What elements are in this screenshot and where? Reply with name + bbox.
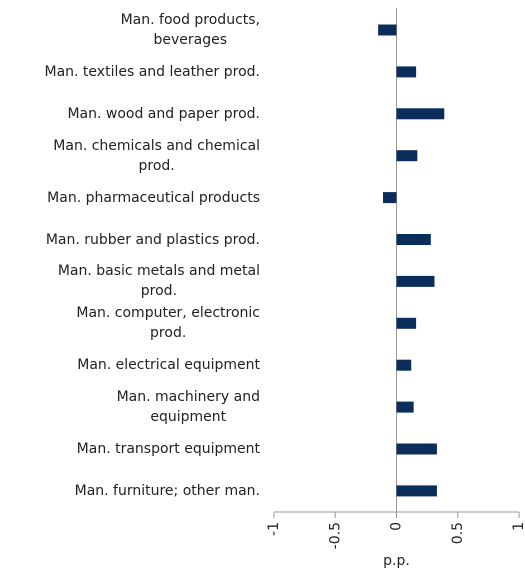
- x-tick-label: -1: [266, 522, 282, 536]
- x-tick-label: -0.5: [327, 522, 343, 549]
- y-tick-label: Man. food products, beverages: [120, 12, 260, 48]
- bar: [396, 150, 418, 162]
- y-tick-label: Man. transport equipment: [76, 441, 260, 457]
- x-tick-label: 0.5: [450, 522, 466, 544]
- bar: [383, 192, 397, 204]
- y-tick-label: Man. pharmaceutical products: [47, 189, 260, 206]
- category-label-box: Man. basic metals and metal prod.: [0, 261, 260, 301]
- category-label-box: Man. chemicals and chemical prod.: [0, 136, 260, 176]
- y-tick-label: Man. computer, electronic prod.: [76, 305, 260, 342]
- y-tick-label: Man. basic metals and metal prod.: [57, 263, 260, 300]
- y-tick-label: Man. textiles and leather prod.: [44, 63, 261, 80]
- x-tick-label: 1: [511, 522, 525, 531]
- bar: [396, 443, 437, 455]
- category-label-box: Man. pharmaceutical products: [0, 178, 260, 218]
- y-tick-label: Man. furniture; other man.: [74, 482, 260, 499]
- category-label-box: Man. electrical equipment: [0, 345, 260, 385]
- x-axis-label: p.p.: [383, 553, 410, 569]
- category-label-box: Man. rubber and plastics prod.: [0, 220, 260, 260]
- y-tick-label: Man. electrical equipment: [77, 357, 260, 374]
- category-label-box: Man. food products, beverages: [0, 10, 260, 50]
- bar: [396, 108, 445, 120]
- x-tick-label: 0: [389, 522, 405, 531]
- bar: [396, 275, 435, 287]
- bar: [378, 24, 397, 36]
- y-tick-label: Man. rubber and plastics prod.: [45, 231, 260, 248]
- y-tick-label: Man. wood and paper prod.: [67, 105, 260, 122]
- category-label-box: Man. machinery and equipment: [0, 387, 260, 427]
- category-label-box: Man. textiles and leather prod.: [0, 52, 261, 92]
- y-tick-label: Man. chemicals and chemical prod.: [53, 137, 260, 174]
- bar: [396, 401, 414, 413]
- category-label-box: Man. wood and paper prod.: [0, 94, 260, 134]
- bar: [396, 234, 431, 245]
- bar: [396, 66, 417, 78]
- bar: [396, 485, 437, 497]
- y-tick-label: Man. machinery and equipment: [116, 389, 260, 426]
- category-label-box: Man. furniture; other man.: [0, 471, 260, 511]
- bar: [396, 317, 417, 329]
- category-label-box: Man. computer, electronic prod.: [0, 303, 260, 343]
- bar: [396, 359, 412, 371]
- category-label-box: Man. transport equipment: [0, 429, 260, 469]
